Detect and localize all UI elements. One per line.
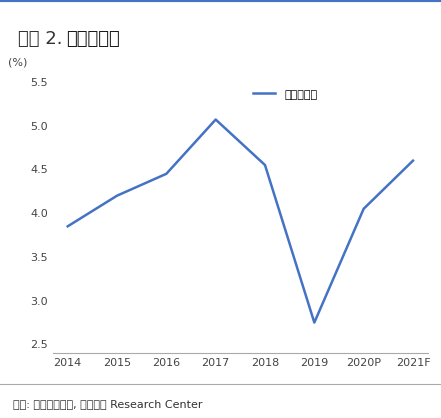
Text: (%): (%): [8, 58, 27, 68]
Text: 그림 2.: 그림 2.: [18, 30, 74, 48]
Text: 자료: 롯데하이마트, 대신증권 Research Center: 자료: 롯데하이마트, 대신증권 Research Center: [13, 399, 203, 409]
Legend: 영업이익률: 영업이익률: [249, 84, 322, 104]
Text: 영업이익률: 영업이익률: [66, 30, 120, 48]
